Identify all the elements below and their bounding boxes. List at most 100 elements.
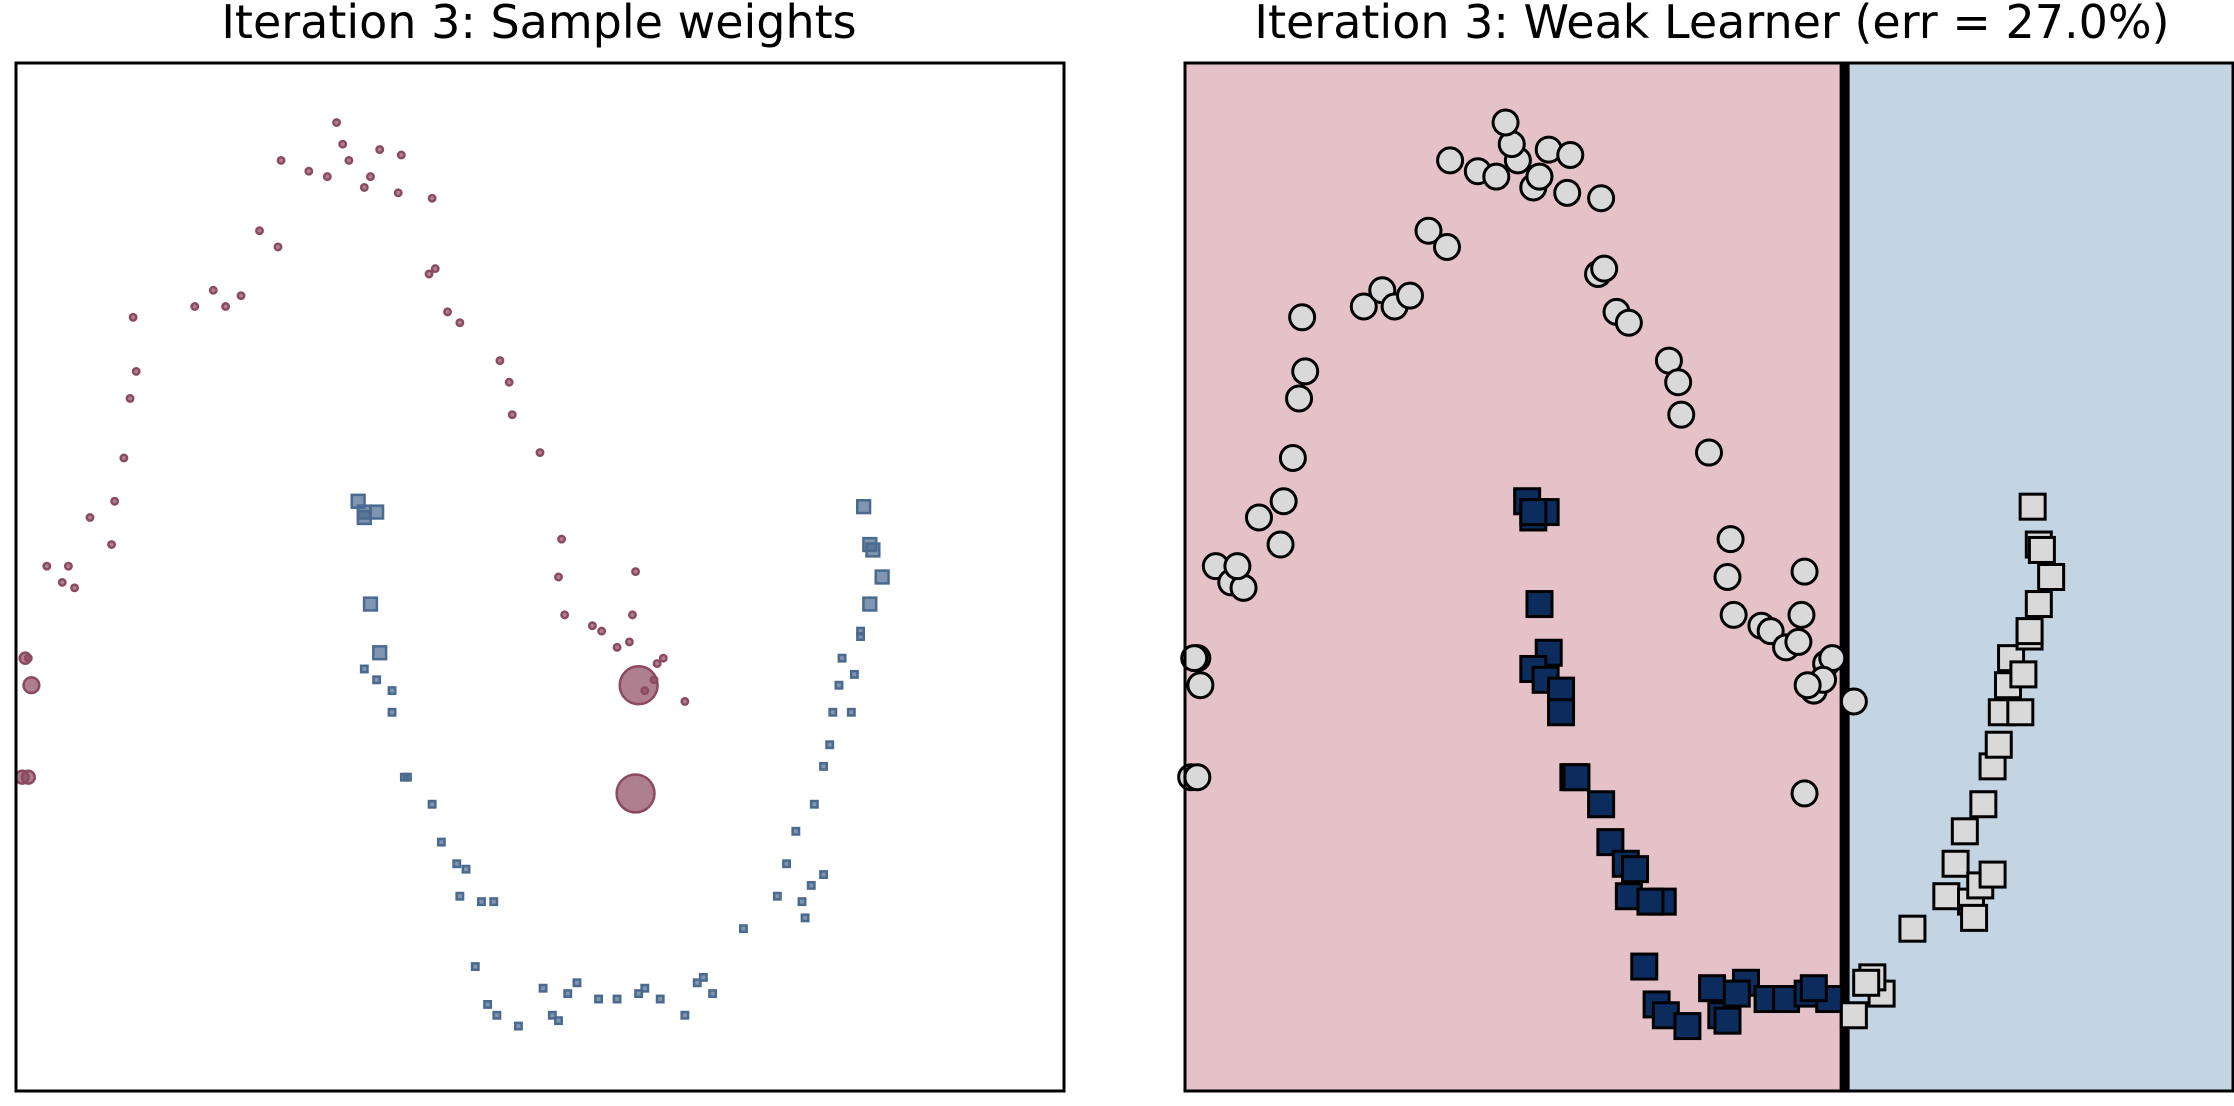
left-chart-title: Iteration 3: Sample weights xyxy=(221,0,856,49)
learner-point-class1 xyxy=(1978,860,2007,889)
weighted-point-class1 xyxy=(372,645,388,661)
weighted-point-class0 xyxy=(276,155,286,165)
weighted-point-class1 xyxy=(489,897,499,907)
weighted-point-class1 xyxy=(455,891,465,901)
weak-learner-panel: Iteration 3: Weak Learner (err = 27.0%) xyxy=(1177,0,2234,1093)
weighted-point-class0 xyxy=(42,561,52,571)
weighted-point-class1 xyxy=(634,989,644,999)
learner-point-class0 xyxy=(1525,162,1554,191)
weighted-point-class0 xyxy=(70,583,80,593)
weighted-point-class0 xyxy=(119,453,129,463)
learner-point-class0 xyxy=(1482,162,1511,191)
learner-point-class1 xyxy=(1713,1006,1742,1035)
learner-point-class0 xyxy=(1183,763,1212,792)
learner-point-class1 xyxy=(1839,1001,1868,1030)
weighted-point-class0 xyxy=(507,410,517,420)
weighted-point-class0 xyxy=(344,155,354,165)
weighted-point-class1 xyxy=(698,972,708,982)
weighted-point-class1 xyxy=(594,994,604,1004)
learner-point-class1 xyxy=(2015,617,2044,646)
learner-point-class1 xyxy=(1799,974,1828,1003)
weighted-point-class1 xyxy=(563,989,573,999)
learner-point-class1 xyxy=(1898,914,1927,943)
weighted-point-class1 xyxy=(427,799,437,809)
weighted-point-class0 xyxy=(18,651,33,665)
weighted-point-class1 xyxy=(855,499,872,515)
learner-point-class0 xyxy=(1278,443,1307,472)
learner-point-class1 xyxy=(1534,638,1563,667)
learner-point-class1 xyxy=(1621,855,1650,884)
weighted-point-class0 xyxy=(338,139,348,149)
learner-point-class0 xyxy=(1667,400,1696,429)
weighted-point-class0 xyxy=(680,696,690,706)
learner-point-class1 xyxy=(1969,790,1998,819)
weighted-point-class0 xyxy=(443,307,452,317)
weighted-point-class1 xyxy=(461,864,471,874)
learner-point-class1 xyxy=(1587,790,1616,819)
learner-point-class1 xyxy=(1941,849,1970,878)
weighted-point-class0 xyxy=(495,356,505,366)
learner-point-class1 xyxy=(1630,952,1659,981)
learner-point-class0 xyxy=(1285,384,1314,413)
learner-point-class1 xyxy=(2037,563,2066,591)
weighted-point-class0 xyxy=(190,302,200,311)
learner-point-class0 xyxy=(1288,303,1317,332)
learner-point-class1 xyxy=(1984,730,2013,759)
weighted-point-class1 xyxy=(612,994,622,1004)
weighted-point-class0 xyxy=(255,226,264,236)
weighted-point-class0 xyxy=(20,769,36,785)
weighted-point-class1 xyxy=(692,978,702,988)
weighted-point-class1 xyxy=(738,924,748,934)
learner-point-class0 xyxy=(1223,552,1252,581)
weighted-point-class1 xyxy=(513,1021,523,1031)
weighted-point-class1 xyxy=(356,504,372,520)
learner-point-class0 xyxy=(1186,671,1215,700)
weighted-point-class1 xyxy=(809,799,819,809)
weighted-point-class1 xyxy=(865,542,881,558)
weighted-point-class1 xyxy=(708,989,718,999)
weighted-point-class0 xyxy=(615,773,656,814)
learner-point-class1 xyxy=(1673,1012,1702,1041)
weighted-point-class1 xyxy=(452,859,462,869)
weighted-point-class1 xyxy=(655,994,665,1004)
left-plot-frame xyxy=(14,61,1066,1093)
weighted-point-class1 xyxy=(470,962,480,972)
weighted-point-class0 xyxy=(628,610,637,620)
weighted-point-class1 xyxy=(476,897,486,907)
learner-point-class0 xyxy=(1839,687,1868,716)
learner-point-class1 xyxy=(1698,974,1727,1003)
weighted-point-class0 xyxy=(22,676,41,695)
weighted-point-class1 xyxy=(856,626,866,636)
weighted-point-class0 xyxy=(430,264,440,274)
learner-point-class1 xyxy=(1525,590,1554,619)
weighted-point-class0 xyxy=(359,182,369,192)
weighted-point-class0 xyxy=(631,567,641,577)
learner-point-class0 xyxy=(1553,178,1582,207)
learner-point-class0 xyxy=(1664,368,1693,397)
learner-point-class0 xyxy=(1790,557,1819,586)
weighted-point-class1 xyxy=(874,569,890,585)
weighted-point-class1 xyxy=(359,664,369,674)
learner-point-class0 xyxy=(1436,146,1465,175)
weighted-point-class0 xyxy=(560,610,570,620)
learner-point-class0 xyxy=(1695,438,1723,467)
weighted-point-class1 xyxy=(403,772,412,782)
learner-point-class0 xyxy=(1719,600,1748,629)
learner-point-class0 xyxy=(1790,779,1819,808)
weighted-point-class0 xyxy=(612,642,622,652)
weighted-point-class1 xyxy=(834,680,844,690)
weighted-point-class1 xyxy=(819,870,829,880)
learner-point-class1 xyxy=(2009,660,2038,689)
weighted-point-class0 xyxy=(131,366,141,376)
weighted-point-class0 xyxy=(624,637,634,647)
weighted-point-class0 xyxy=(221,302,231,311)
weighted-point-class0 xyxy=(455,318,465,328)
weighted-point-class0 xyxy=(587,621,597,631)
weighted-point-class1 xyxy=(436,837,446,847)
weighted-point-class1 xyxy=(806,880,816,890)
weighted-point-class0 xyxy=(57,577,67,587)
weighted-point-class0 xyxy=(128,312,138,322)
weighted-point-class0 xyxy=(396,150,406,160)
weighted-point-class1 xyxy=(640,983,650,993)
